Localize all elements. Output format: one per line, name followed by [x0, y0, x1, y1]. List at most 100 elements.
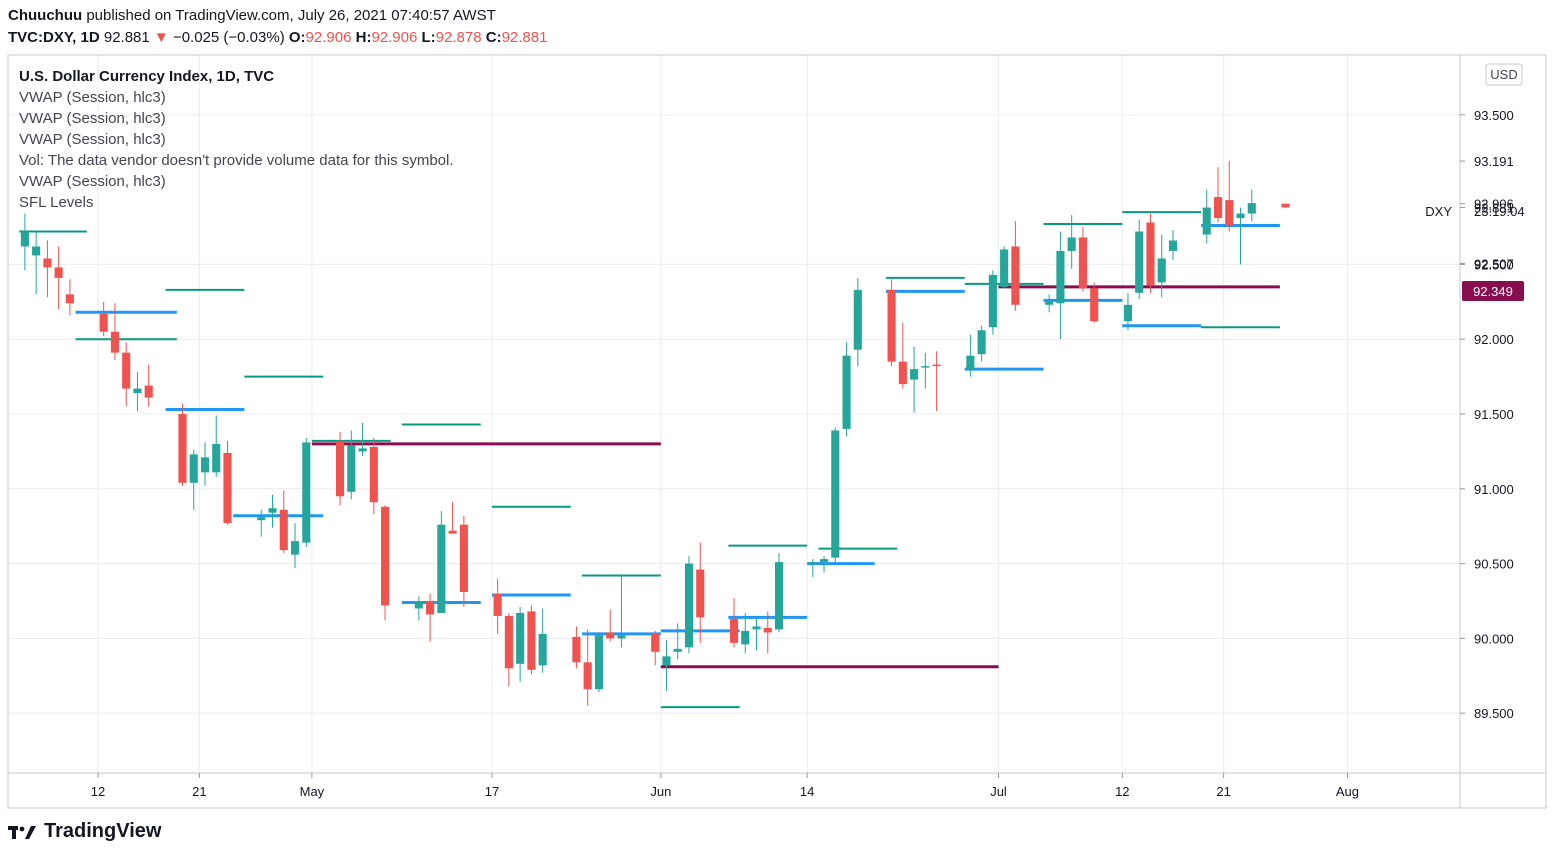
candle [684, 556, 694, 654]
candle [178, 403, 187, 486]
candle [437, 511, 446, 613]
candle-body [977, 330, 986, 355]
candle-body [414, 600, 423, 609]
candle [1157, 234, 1166, 298]
legend-main-series[interactable]: U.S. Dollar Currency Index, 1D, TVC [19, 68, 275, 85]
footer-brand[interactable]: TradingView [8, 820, 161, 843]
last-price: 92.881 [103, 29, 150, 46]
y-tick-label: 93.191 [1474, 154, 1514, 169]
candle-body [437, 524, 446, 613]
candle-body [594, 635, 603, 690]
low-value: 92.878 [435, 29, 482, 46]
legend-vwap-2[interactable]: VWAP (Session, hlc3) [19, 110, 166, 127]
candle [606, 609, 615, 642]
candle [290, 523, 300, 569]
candle [853, 277, 862, 367]
candle-body [54, 267, 63, 278]
x-tick-label: 14 [800, 784, 814, 799]
candle-body [684, 563, 694, 648]
candle [335, 431, 345, 506]
candle [887, 279, 896, 367]
candle [1056, 231, 1065, 340]
candle-body [448, 530, 457, 534]
candle [1067, 215, 1076, 269]
candle [1078, 227, 1087, 292]
candle [774, 553, 784, 633]
candle [347, 430, 356, 500]
candle [819, 556, 829, 573]
candle [1225, 161, 1234, 232]
candle-body [808, 562, 817, 564]
candle-body [910, 369, 919, 380]
candle [1281, 203, 1290, 208]
legend-vwap-1[interactable]: VWAP (Session, hlc3) [19, 89, 166, 106]
candle [54, 246, 63, 310]
legend-vwap-3[interactable]: VWAP (Session, hlc3) [19, 131, 166, 148]
candle [189, 449, 198, 510]
candle-body [1157, 258, 1166, 283]
candle-body [763, 627, 772, 633]
price-change: −0.025 (−0.03%) [172, 29, 285, 46]
candle-body [662, 656, 671, 666]
y-tick-label: 92.500 [1474, 257, 1514, 272]
candle-body [696, 569, 705, 618]
candle-body [290, 541, 300, 555]
y-tick-label: 89.500 [1474, 706, 1514, 721]
chart-grid [8, 55, 1460, 773]
open-label: O: [288, 29, 306, 46]
candle [268, 494, 277, 528]
legend-volume[interactable]: Vol: The data vendor doesn't provide vol… [19, 152, 454, 169]
candle-body [1056, 250, 1065, 304]
candle-body [358, 448, 367, 452]
candle-body [887, 289, 896, 362]
candle [538, 608, 547, 673]
change-arrow-icon: ▼ [153, 29, 169, 46]
candle [741, 612, 750, 654]
currency-label: USD [1490, 67, 1517, 82]
candle [898, 322, 907, 389]
candle-body [347, 445, 356, 492]
candle [1045, 294, 1054, 313]
candle-body [988, 274, 997, 328]
candle-body [200, 457, 210, 473]
candle-body [189, 454, 198, 483]
candle-body [1225, 200, 1234, 226]
candle [133, 372, 142, 412]
y-tick-label: 90.500 [1474, 557, 1514, 572]
candle-body [335, 440, 345, 497]
candle [966, 334, 975, 377]
candle-body [966, 355, 975, 370]
candle-body [212, 443, 221, 473]
publish-info: Chuuchuu published on TradingView.com, J… [8, 7, 496, 24]
candle-body [1213, 197, 1223, 219]
y-tick-label: 93.500 [1474, 108, 1514, 123]
x-tick-label: 21 [1216, 784, 1230, 799]
symbol-axis-label: DXY [1425, 204, 1452, 219]
candle-body [752, 626, 761, 630]
candle [358, 422, 367, 456]
candle-body [932, 364, 941, 367]
currency-badge[interactable]: USD [1485, 63, 1523, 86]
candle [662, 639, 671, 691]
candle [572, 626, 581, 669]
legend-vwap-4[interactable]: VWAP (Session, hlc3) [19, 173, 166, 190]
y-tick-label: 92.881 [1474, 200, 1514, 215]
y-tick-label: 92.000 [1474, 332, 1514, 347]
candle [583, 629, 592, 706]
candle-body [223, 452, 232, 524]
candle-body [1078, 237, 1087, 289]
y-tick-label: 91.500 [1474, 407, 1514, 422]
candle-body [144, 385, 153, 398]
candle [527, 605, 536, 675]
candle [729, 597, 739, 648]
candle-body [178, 414, 187, 483]
current-price-label: 92.349 [1473, 284, 1513, 299]
x-tick-label: 12 [1115, 784, 1129, 799]
candle [279, 490, 288, 554]
author-name[interactable]: Chuuchuu [8, 7, 83, 24]
legend-sfl-levels[interactable]: SFL Levels [19, 194, 94, 211]
candle [988, 270, 997, 335]
candle [20, 213, 29, 271]
candle-body [774, 562, 784, 630]
